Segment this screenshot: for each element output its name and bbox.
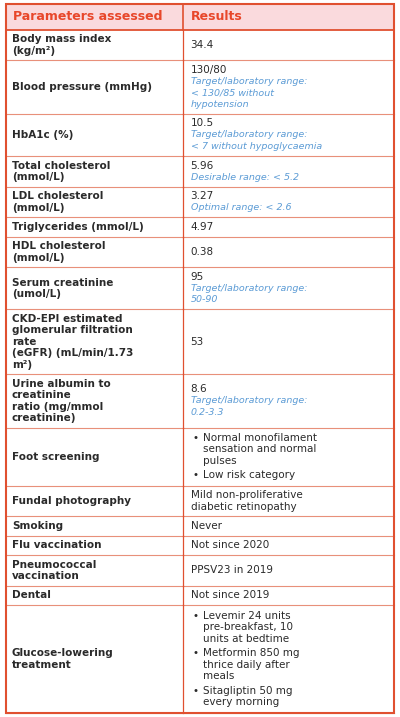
Text: 34.4: 34.4 <box>190 40 214 50</box>
Text: (mmol/L): (mmol/L) <box>12 252 64 262</box>
Text: vaccination: vaccination <box>12 571 80 581</box>
Text: sensation and normal: sensation and normal <box>202 445 316 455</box>
Text: HbA1c (%): HbA1c (%) <box>12 130 73 140</box>
Text: Normal monofilament: Normal monofilament <box>202 433 316 443</box>
Bar <box>6 4 394 29</box>
Text: PPSV23 in 2019: PPSV23 in 2019 <box>190 565 272 575</box>
Text: thrice daily after: thrice daily after <box>202 660 289 670</box>
Text: Foot screening: Foot screening <box>12 452 100 462</box>
Text: (eGFR) (mL/min/1.73: (eGFR) (mL/min/1.73 <box>12 348 133 358</box>
Text: ratio (mg/mmol: ratio (mg/mmol <box>12 402 103 412</box>
Text: 0.2-3.3: 0.2-3.3 <box>190 408 224 417</box>
Text: •: • <box>192 611 198 621</box>
Text: 5.96: 5.96 <box>190 161 214 171</box>
Text: Mild non-proliferative: Mild non-proliferative <box>190 490 302 500</box>
Text: < 130/85 without: < 130/85 without <box>190 88 274 98</box>
Text: Parameters assessed: Parameters assessed <box>13 10 162 24</box>
Text: Optimal range: < 2.6: Optimal range: < 2.6 <box>190 203 291 212</box>
Text: Glucose-lowering: Glucose-lowering <box>12 648 114 658</box>
Text: Target/laboratory range:: Target/laboratory range: <box>190 284 307 293</box>
Text: pulses: pulses <box>202 456 236 466</box>
Text: Never: Never <box>190 521 222 531</box>
Text: pre-breakfast, 10: pre-breakfast, 10 <box>202 622 292 632</box>
Text: Serum creatinine: Serum creatinine <box>12 277 113 288</box>
Text: •: • <box>192 648 198 658</box>
Text: Desirable range: < 5.2: Desirable range: < 5.2 <box>190 173 298 181</box>
Text: (mmol/L): (mmol/L) <box>12 172 64 182</box>
Text: 4.97: 4.97 <box>190 222 214 232</box>
Text: •: • <box>192 685 198 695</box>
Text: glomerular filtration: glomerular filtration <box>12 326 133 336</box>
Text: Metformin 850 mg: Metformin 850 mg <box>202 648 299 658</box>
Text: Target/laboratory range:: Target/laboratory range: <box>190 77 307 86</box>
Text: LDL cholesterol: LDL cholesterol <box>12 191 103 201</box>
Text: 0.38: 0.38 <box>190 247 214 257</box>
Text: meals: meals <box>202 671 234 681</box>
Text: Levemir 24 units: Levemir 24 units <box>202 611 290 621</box>
Text: (mmol/L): (mmol/L) <box>12 203 64 213</box>
Text: (kg/m²): (kg/m²) <box>12 46 55 56</box>
Text: Not since 2019: Not since 2019 <box>190 590 269 600</box>
Text: Body mass index: Body mass index <box>12 34 111 44</box>
Text: CKD-EPI estimated: CKD-EPI estimated <box>12 314 122 324</box>
Text: •: • <box>192 433 198 443</box>
Text: 8.6: 8.6 <box>190 384 207 394</box>
Text: Urine albumin to: Urine albumin to <box>12 379 111 389</box>
Text: Target/laboratory range:: Target/laboratory range: <box>190 130 307 139</box>
Text: 53: 53 <box>190 337 204 347</box>
Text: creatinine): creatinine) <box>12 413 76 423</box>
Text: < 7 without hypoglycaemia: < 7 without hypoglycaemia <box>190 142 322 151</box>
Text: every morning: every morning <box>202 697 279 707</box>
Text: Flu vaccination: Flu vaccination <box>12 541 102 550</box>
Text: Results: Results <box>190 10 242 24</box>
Text: treatment: treatment <box>12 660 72 670</box>
Text: 3.27: 3.27 <box>190 191 214 201</box>
Text: 50-90: 50-90 <box>190 295 218 304</box>
Text: Triglycerides (mmol/L): Triglycerides (mmol/L) <box>12 222 144 232</box>
Text: Sitagliptin 50 mg: Sitagliptin 50 mg <box>202 685 292 695</box>
Text: 130/80: 130/80 <box>190 65 227 75</box>
Text: 10.5: 10.5 <box>190 118 214 128</box>
Text: m²): m²) <box>12 360 32 370</box>
Text: Target/laboratory range:: Target/laboratory range: <box>190 397 307 405</box>
Text: creatinine: creatinine <box>12 390 72 400</box>
Text: diabetic retinopathy: diabetic retinopathy <box>190 502 296 512</box>
Text: 95: 95 <box>190 272 204 282</box>
Text: Low risk category: Low risk category <box>202 470 295 480</box>
Text: Total cholesterol: Total cholesterol <box>12 161 110 171</box>
Text: rate: rate <box>12 337 36 347</box>
Text: Pneumococcal: Pneumococcal <box>12 559 96 569</box>
Text: (umol/L): (umol/L) <box>12 289 61 299</box>
Text: units at bedtime: units at bedtime <box>202 634 289 644</box>
Text: Smoking: Smoking <box>12 521 63 531</box>
Text: Dental: Dental <box>12 590 51 600</box>
Text: Fundal photography: Fundal photography <box>12 496 131 506</box>
Text: hypotension: hypotension <box>190 100 249 109</box>
Text: Not since 2020: Not since 2020 <box>190 541 269 550</box>
Text: HDL cholesterol: HDL cholesterol <box>12 241 106 251</box>
Text: •: • <box>192 470 198 480</box>
Text: Blood pressure (mmHg): Blood pressure (mmHg) <box>12 82 152 92</box>
